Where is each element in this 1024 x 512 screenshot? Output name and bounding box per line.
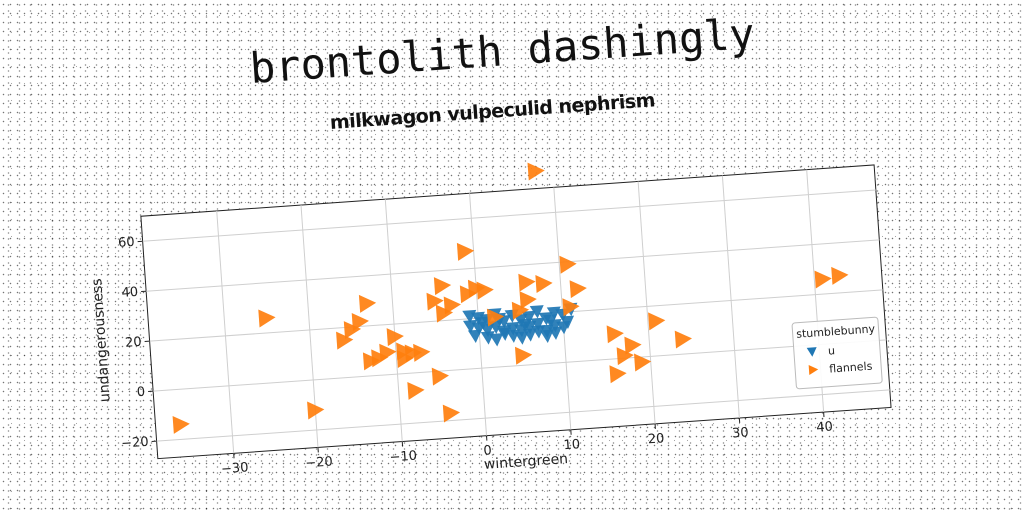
data-point-flannels [435,304,454,323]
data-point-u [531,325,546,339]
data-point-flannels [624,336,642,355]
legend-title: stumblebunny [796,322,876,341]
data-point-flannels [396,350,414,369]
data-point-u [497,327,512,341]
data-point-flannels [674,330,692,349]
legend-label: flannels [829,360,873,376]
data-point-flannels [814,270,832,289]
data-point-u [475,316,490,330]
data-point-flannels [559,255,577,274]
x-tick-label: 0 [483,443,492,459]
y-gridline [156,389,890,442]
data-point-u [522,328,537,342]
chart: −30 −20 −10 0 10 20 30 40 −20 0 20 40 60 wintergreen… [89,162,892,477]
data-point-u [539,329,554,343]
data-markers [172,162,849,434]
data-point-flannels [362,352,381,371]
data-point-flannels [431,367,449,386]
data-point-flannels [648,312,666,331]
data-point-u [543,314,558,328]
x-axis-label: wintergreen [483,451,568,473]
y-tick-label: 40 [121,285,139,301]
data-point-flannels [307,401,325,420]
data-point-u [530,317,545,332]
data-point-flannels [476,281,494,300]
data-point-flannels [486,308,505,327]
x-tick-label: −10 [389,449,417,466]
y-tick-label: −20 [121,435,149,452]
legend-label: u [828,344,836,357]
x-tick-label: 40 [816,419,834,435]
data-point-flannels [511,301,530,320]
data-point-flannels [433,277,452,296]
data-point-flannels [634,353,652,372]
data-point-u [521,310,536,325]
data-point-flannels [413,343,431,362]
data-point-flannels [442,404,461,423]
data-point-flannels [606,325,624,344]
data-point-flannels [831,266,849,285]
x-gridline [553,187,572,430]
data-point-u [548,326,563,340]
data-point-u [560,315,575,329]
x-tick-label: 20 [647,431,665,447]
data-point-flannels [519,291,537,310]
data-point-flannels [351,313,369,331]
data-point-u [467,329,482,343]
axis-ticks: −30 −20 −10 0 10 20 30 40 −20 0 20 40 60 [118,235,834,477]
y-tick-label: 0 [136,385,145,401]
data-point-flannels [467,279,486,298]
data-point-flannels [569,280,587,299]
x-gridline [721,175,740,419]
data-point-u [514,331,529,345]
data-point-flannels [336,331,354,350]
y-gridline [146,239,880,292]
data-point-flannels [535,275,553,294]
data-point-flannels [443,296,461,315]
legend-items: u flannels [806,344,873,376]
data-point-flannels [527,162,545,181]
y-axis-label: undangerousness [89,278,114,403]
data-point-u [529,305,544,319]
data-point-flannels [172,415,190,434]
data-point-flannels [459,285,478,304]
data-point-flannels [514,346,533,365]
data-point-flannels [258,309,276,328]
data-point-u [489,333,504,347]
x-gridline [216,210,235,454]
data-point-flannels [616,347,634,366]
x-gridline [637,181,656,424]
x-tick-label: −30 [221,460,249,477]
data-point-flannels [456,242,475,261]
data-point-flannels [609,365,627,384]
data-point-flannels [386,328,404,347]
y-gridline [142,189,876,242]
data-point-flannels [343,321,362,340]
y-gridline [153,339,887,392]
data-point-flannels [407,381,425,400]
data-point-flannels [358,294,377,313]
legend-marker-u [806,347,817,357]
x-tick-label: 10 [563,437,581,453]
x-gridline [384,199,403,442]
data-point-flannels [562,298,580,317]
legend: stumblebunny u flannels [791,316,883,390]
data-point-u [517,318,532,332]
legend-marker-flannels [808,365,819,375]
data-point-flannels [518,273,536,292]
y-tick-label: 20 [125,335,143,351]
x-tick-label: 30 [732,425,750,441]
x-tick-label: −20 [305,454,333,471]
y-tick-label: 60 [118,235,136,251]
data-point-flannels [426,292,444,311]
